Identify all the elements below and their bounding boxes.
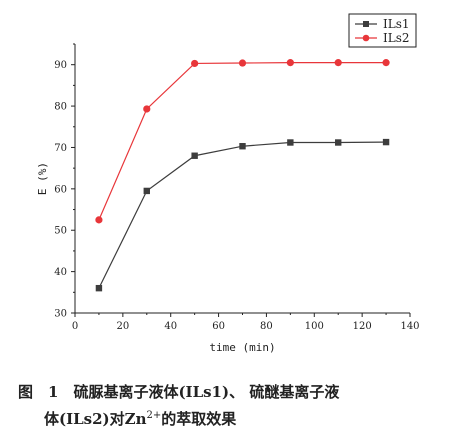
data-point-ils1 <box>382 138 390 146</box>
caption-text-2a: 体(ILs2)对Zn <box>44 410 147 428</box>
data-point-ils2 <box>143 105 151 113</box>
x-tick-label: 80 <box>260 321 273 332</box>
data-point-ils2 <box>191 59 199 68</box>
x-ticks: 0 20 40 60 80 100 120 140 <box>72 313 420 332</box>
caption-line-1: 图 1 硫脲基离子液体(ILs1)、 硫醚基离子液 <box>18 380 438 404</box>
caption-line-2: 体(ILs2)对Zn2+的萃取效果 <box>18 404 438 431</box>
x-tick-label: 0 <box>72 321 78 332</box>
x-axis-label: time (min) <box>209 341 275 354</box>
data-point-ils1 <box>191 152 198 159</box>
y-tick-label: 40 <box>54 267 67 278</box>
data-point-ils2 <box>382 59 390 67</box>
data-point-ils1 <box>287 139 294 146</box>
data-point-ils1 <box>239 143 246 150</box>
x-tick-label: 20 <box>116 321 129 332</box>
x-tick-label: 100 <box>305 321 324 332</box>
y-tick-label: 70 <box>54 143 67 154</box>
axes <box>74 44 410 314</box>
data-point-ils1 <box>143 187 150 195</box>
data-point-ils1 <box>335 139 342 146</box>
x-tick-label: 140 <box>400 321 419 332</box>
legend-label-ils1: ILs1 <box>383 17 410 31</box>
y-tick-label: 50 <box>54 226 67 237</box>
caption-text-2b: 的萃取效果 <box>161 410 237 428</box>
y-tick-label: 90 <box>54 60 67 71</box>
legend-label-ils2: ILs2 <box>383 31 410 45</box>
plot-area <box>95 59 390 292</box>
data-point-ils2 <box>334 59 342 67</box>
figure-caption: 图 1 硫脲基离子液体(ILs1)、 硫醚基离子液 体(ILs2)对Zn2+的萃… <box>18 380 438 431</box>
y-ticks: 30 40 50 60 70 80 90 <box>54 43 75 320</box>
legend-marker-ils2 <box>362 34 370 42</box>
y-axis-label: E (%) <box>36 162 49 195</box>
chart: 0 20 40 60 80 100 120 140 30 40 50 60 70 80 90 time (… <box>36 13 420 354</box>
series-line-ils2 <box>98 62 387 221</box>
caption-superscript: 2+ <box>146 410 162 421</box>
legend-box <box>348 13 417 48</box>
x-tick-label: 120 <box>353 321 372 332</box>
data-point-ils2 <box>95 216 103 224</box>
y-tick-label: 30 <box>54 309 67 320</box>
y-tick-label: 80 <box>54 102 67 113</box>
caption-text-1: 硫脲基离子液体(ILs1)、 硫醚基离子液 <box>73 383 340 401</box>
x-tick-label: 60 <box>212 321 225 332</box>
data-point-ils1 <box>95 284 103 292</box>
data-point-ils2 <box>286 59 294 67</box>
figure-number: 图 1 <box>18 383 59 401</box>
legend-marker-ils1 <box>363 21 369 27</box>
x-tick-label: 40 <box>164 321 177 332</box>
series-line-ils1 <box>98 141 387 289</box>
y-tick-label: 60 <box>54 184 67 195</box>
data-point-ils2 <box>238 59 247 67</box>
